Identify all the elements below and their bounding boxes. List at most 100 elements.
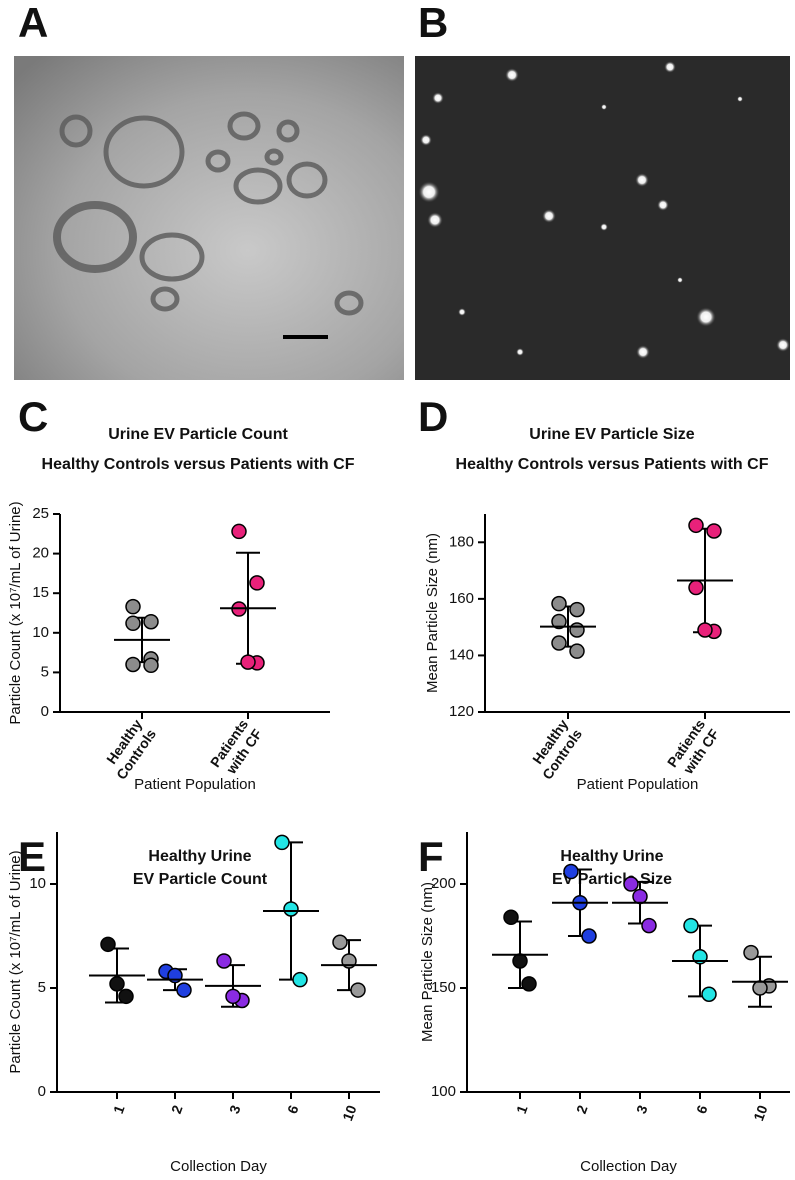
- x-axis-label: Collection Day: [580, 1158, 677, 1175]
- panel-letter: B: [418, 0, 448, 46]
- micrograph-a: [14, 56, 404, 380]
- data-point: [283, 901, 299, 917]
- panel-letter: F: [418, 833, 444, 880]
- y-tick-label: 20: [32, 545, 49, 562]
- x-tick-label: 3: [226, 1103, 244, 1116]
- x-tick-label: 2: [573, 1103, 591, 1116]
- data-point: [551, 613, 567, 630]
- data-point: [752, 980, 768, 996]
- data-point: [143, 657, 159, 674]
- chart-title: Healthy Urine: [560, 848, 663, 865]
- y-tick-label: 10: [32, 624, 49, 641]
- y-tick-label: 140: [449, 646, 474, 663]
- data-point: [143, 613, 159, 630]
- chart-title: Urine EV Particle Count: [108, 426, 288, 443]
- data-point: [176, 982, 192, 998]
- chart-title: Healthy Urine: [148, 848, 251, 865]
- data-point: [581, 928, 597, 944]
- chart-title: Healthy Controls versus Patients with CF: [42, 456, 355, 473]
- data-point: [231, 523, 247, 540]
- data-point: [100, 936, 116, 953]
- data-point: [632, 888, 648, 905]
- panel-letter: D: [418, 393, 448, 440]
- x-tick-label: HealthyControls: [525, 716, 585, 782]
- data-point: [688, 517, 704, 534]
- data-point: [688, 579, 704, 596]
- x-tick-label: 10: [750, 1103, 770, 1123]
- data-point: [551, 595, 567, 612]
- data-point: [569, 601, 585, 618]
- data-point: [118, 988, 134, 1005]
- data-point: [225, 988, 241, 1005]
- chart-title: EV Particle Count: [133, 871, 268, 888]
- y-tick-label: 15: [32, 584, 49, 601]
- x-tick-label: 6: [693, 1103, 711, 1116]
- x-tick-label: Patientswith CF: [664, 716, 723, 780]
- x-tick-label-line: 1: [513, 1103, 531, 1116]
- y-tick-label: 25: [32, 505, 49, 522]
- y-tick-label: 5: [41, 663, 49, 680]
- x-tick-label: 1: [110, 1103, 128, 1116]
- x-axis-label: Patient Population: [577, 776, 699, 793]
- x-tick-label: 1: [513, 1103, 531, 1116]
- chart-title: Urine EV Particle Size: [529, 426, 695, 443]
- y-tick-label: 150: [431, 979, 456, 996]
- x-tick-label-line: 2: [573, 1103, 591, 1116]
- chart-title: Healthy Controls versus Patients with CF: [456, 456, 769, 473]
- y-tick-label: 180: [449, 533, 474, 550]
- data-point: [743, 944, 759, 961]
- x-tick-label-line: 3: [633, 1103, 651, 1116]
- y-axis-label: Particle Count (x 10⁷/mL of Urine): [7, 501, 24, 724]
- y-axis-label: Particle Count (x 10⁷/mL of Urine): [7, 850, 24, 1073]
- data-point: [216, 953, 232, 969]
- data-point: [249, 575, 265, 591]
- x-tick-label: HealthyControls: [99, 716, 159, 782]
- x-tick-label-line: 3: [226, 1103, 244, 1116]
- panel-letter: C: [18, 393, 48, 440]
- y-tick-label: 200: [431, 875, 456, 892]
- panel-letter: A: [18, 0, 48, 46]
- x-tick-label-line: 1: [110, 1103, 128, 1116]
- data-point: [563, 863, 579, 880]
- data-point: [350, 982, 366, 998]
- data-point: [125, 656, 141, 673]
- data-point: [292, 971, 308, 988]
- x-tick-label-line: 10: [339, 1103, 359, 1123]
- data-point: [569, 643, 585, 659]
- y-tick-label: 10: [29, 875, 46, 892]
- x-tick-label: 2: [168, 1103, 186, 1116]
- data-point: [623, 876, 639, 892]
- data-point: [125, 598, 141, 615]
- data-point: [125, 615, 141, 632]
- data-point: [109, 976, 125, 992]
- data-point: [706, 523, 722, 539]
- y-tick-label: 0: [41, 703, 49, 720]
- x-axis-label: Patient Population: [134, 776, 256, 793]
- data-point: [274, 834, 290, 851]
- nta-frame-b: [415, 56, 790, 380]
- y-tick-label: 100: [431, 1083, 456, 1100]
- x-tick-label: 6: [284, 1103, 302, 1116]
- y-axis-label: Mean Particle Size (nm): [419, 882, 436, 1042]
- x-tick-label: Patientswith CF: [207, 716, 266, 780]
- y-axis-label: Mean Particle Size (nm): [424, 533, 441, 693]
- x-tick-label-line: 10: [750, 1103, 770, 1123]
- x-tick-label: 3: [633, 1103, 651, 1116]
- x-axis-label: Collection Day: [170, 1158, 267, 1175]
- data-point: [551, 635, 567, 651]
- x-tick-label-line: 6: [693, 1103, 711, 1116]
- x-tick-label-line: 2: [168, 1103, 186, 1116]
- data-point: [240, 654, 256, 670]
- y-tick-label: 120: [449, 703, 474, 720]
- data-point: [697, 622, 713, 638]
- y-tick-label: 5: [38, 979, 46, 996]
- data-point: [332, 934, 348, 950]
- data-point: [701, 986, 717, 1002]
- data-point: [641, 917, 657, 934]
- y-tick-label: 160: [449, 590, 474, 607]
- chart-title: EV Particle Size: [552, 871, 672, 888]
- data-point: [503, 909, 519, 926]
- y-tick-label: 0: [38, 1083, 46, 1100]
